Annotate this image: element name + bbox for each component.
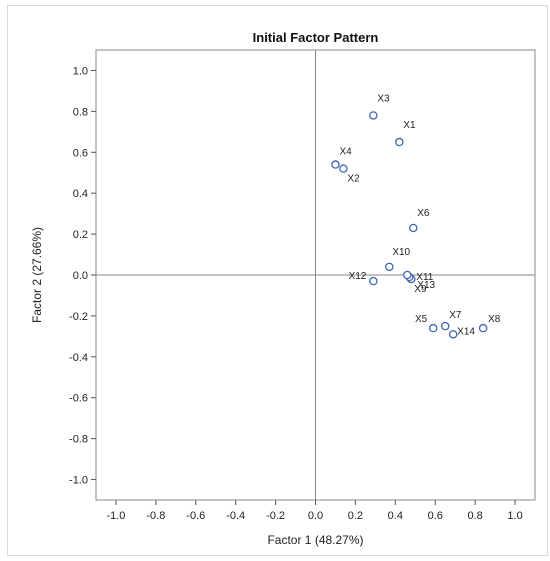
y-tick-label: -0.2 xyxy=(69,311,88,323)
y-tick-label: 0.8 xyxy=(73,106,88,118)
y-tick-label: -1.0 xyxy=(69,475,88,487)
point-x10 xyxy=(385,262,394,272)
point-label: X6 xyxy=(417,208,430,219)
x-tick-label: -1.0 xyxy=(106,510,125,522)
point-x7 xyxy=(440,321,450,331)
y-tick-label: -0.4 xyxy=(69,352,88,364)
x-tick-label: -0.2 xyxy=(266,510,285,522)
x-tick-label: -0.6 xyxy=(186,510,205,522)
point-label: X3 xyxy=(377,93,390,104)
point-label: X4 xyxy=(339,147,352,158)
y-tick-label: 0.4 xyxy=(73,188,88,200)
point-x13 xyxy=(403,270,412,280)
data-points: X1 X2 X3 X4 X5 X6 X7 X8 X9 X10 X11 X12 X13 X14 xyxy=(331,93,501,339)
point-x3 xyxy=(369,111,378,120)
point-x6 xyxy=(409,223,418,233)
point-label: X12 xyxy=(349,271,367,282)
point-label: X5 xyxy=(415,314,428,325)
point-label: X11 xyxy=(416,272,433,283)
point-label: X1 xyxy=(403,120,416,131)
y-tick-label: 0.0 xyxy=(73,270,88,282)
reference-lines xyxy=(96,50,535,500)
x-tick-label: 0.4 xyxy=(388,510,403,522)
chart-frame: Initial Factor Pattern -1.0 -0.8 -0.6 -0.4-… xyxy=(7,5,548,556)
point-label: X9 xyxy=(414,284,427,295)
point-x8 xyxy=(478,323,488,333)
point-x1 xyxy=(395,137,404,147)
x-axis-title: Factor 1 (48.27%) xyxy=(267,533,363,547)
point-x14 xyxy=(448,330,458,339)
scatter-chart: Initial Factor Pattern -1.0 -0.8 -0.6 -0.4-… xyxy=(30,30,536,547)
chart-title: Initial Factor Pattern xyxy=(253,30,379,45)
y-tick-label: -0.6 xyxy=(69,393,88,405)
point-x5 xyxy=(428,323,438,333)
x-tick-label: 0.6 xyxy=(428,510,443,522)
x-tick-label: -0.8 xyxy=(146,510,165,522)
x-tick-label: 0.0 xyxy=(308,510,323,522)
point-label: X10 xyxy=(392,247,410,258)
y-tick-label: 1.0 xyxy=(73,65,88,77)
y-tick-label: 0.6 xyxy=(73,147,88,159)
y-tick-label: 0.2 xyxy=(73,229,88,241)
x-tick-label: -0.4 xyxy=(226,510,245,522)
point-x2 xyxy=(339,164,348,173)
point-x4 xyxy=(331,160,340,169)
y-axis-title: Factor 2 (27.66%) xyxy=(30,227,44,323)
x-axis: -1.0 -0.8 -0.6 -0.4 -0.2 0.0 0.2 0.4 0.6 0.8 1.0 xyxy=(106,500,523,522)
x-tick-label: 0.8 xyxy=(467,510,482,522)
point-label: X2 xyxy=(347,174,360,185)
point-label: X7 xyxy=(449,310,462,321)
point-label: X8 xyxy=(488,314,501,325)
y-axis: 1.0 0.8 0.6 0.4 0.2 0.0 -0.2 -0.4 -0.6 -0.8 -1.0 xyxy=(69,65,96,487)
y-tick-label: -0.8 xyxy=(69,434,88,446)
point-x12 xyxy=(369,276,378,286)
x-tick-label: 1.0 xyxy=(507,510,522,522)
point-label: X14 xyxy=(457,326,475,337)
x-tick-label: 0.2 xyxy=(348,510,363,522)
point-label: X13 xyxy=(417,280,435,291)
